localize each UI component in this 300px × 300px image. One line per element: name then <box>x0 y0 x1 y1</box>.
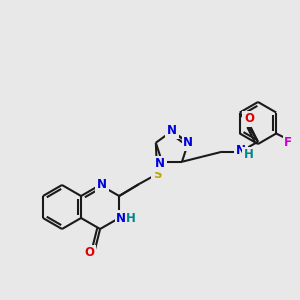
Text: N: N <box>236 144 246 157</box>
Text: N: N <box>116 212 126 224</box>
Text: N: N <box>183 136 193 149</box>
Text: H: H <box>126 212 136 224</box>
Text: N: N <box>167 124 177 137</box>
Text: N: N <box>97 178 107 191</box>
Text: S: S <box>153 167 161 181</box>
Text: F: F <box>284 136 292 149</box>
Text: O: O <box>84 247 94 260</box>
Text: N: N <box>155 157 165 170</box>
Text: H: H <box>244 148 254 161</box>
Text: O: O <box>244 112 254 125</box>
